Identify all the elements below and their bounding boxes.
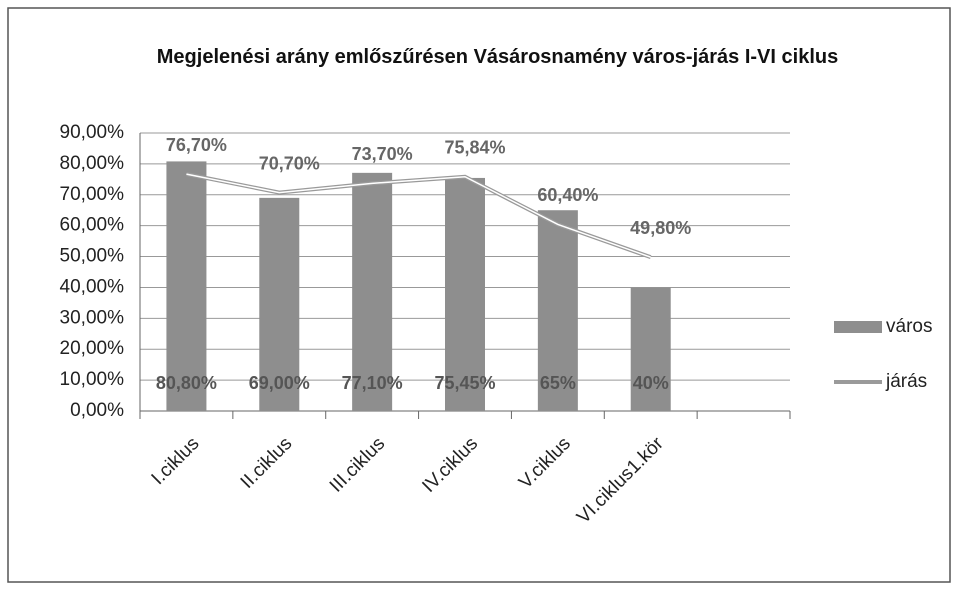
y-tick-label: 0,00% [70, 400, 124, 421]
x-tick-label: VI.ciklus1.kör [573, 433, 668, 528]
data-label: 77,10% [342, 373, 403, 393]
y-tick-label: 40,00% [60, 276, 125, 297]
y-tick-label: 30,00% [60, 307, 125, 328]
bar [537, 210, 578, 411]
bar [259, 197, 300, 411]
x-tick-label: V.ciklus [515, 433, 575, 493]
bar [630, 287, 671, 411]
y-tick-label: 80,00% [60, 153, 125, 174]
data-label: 75,45% [434, 373, 495, 393]
data-label: 75,84% [444, 137, 505, 157]
x-tick-label: III.ciklus [326, 433, 389, 496]
x-tick-label: I.ciklus [148, 433, 204, 489]
y-tick-label: 20,00% [60, 338, 125, 359]
data-label: 49,80% [630, 218, 691, 238]
legend-label: város [886, 316, 932, 337]
data-label: 73,70% [352, 144, 413, 164]
y-tick-label: 50,00% [60, 246, 125, 267]
data-label: 60,40% [537, 185, 598, 205]
y-tick-label: 60,00% [60, 215, 125, 236]
x-tick-label: IV.ciklus [418, 433, 482, 497]
y-tick-label: 90,00% [60, 122, 125, 143]
y-tick-label: 70,00% [60, 184, 125, 205]
bar [445, 177, 485, 411]
line-inner [186, 173, 651, 258]
data-label: 70,70% [259, 153, 320, 173]
data-label: 80,80% [156, 373, 217, 393]
data-label: 40% [633, 373, 669, 393]
data-label: 65% [540, 373, 576, 393]
y-tick-label: 10,00% [60, 369, 125, 390]
data-label: 69,00% [249, 373, 310, 393]
legend-label: járás [885, 371, 927, 392]
chart-title: Megjelenési arány emlőszűrésen Vásárosna… [156, 46, 839, 68]
bar [166, 161, 207, 411]
data-label: 76,70% [166, 135, 227, 155]
bar [352, 172, 393, 411]
legend-swatch [834, 321, 882, 333]
chart-border [7, 7, 951, 583]
x-tick-label: II.ciklus [237, 433, 297, 493]
